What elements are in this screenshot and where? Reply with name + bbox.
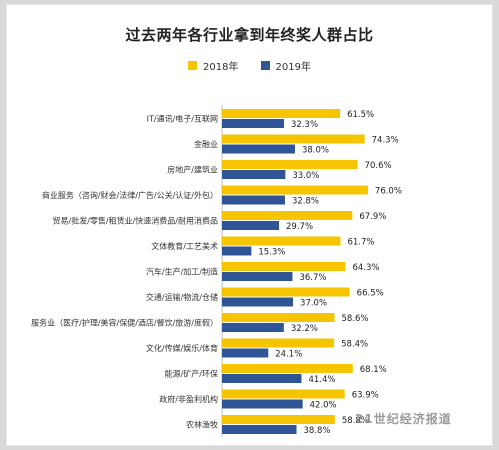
data-label-2018: 64.3% [352,263,379,273]
bar-2019 [222,374,302,383]
data-label-2018: 70.6% [365,161,392,171]
category-label: 政府/非盈利机构 [159,394,218,404]
bar-2018 [222,313,335,322]
category-label: 房地产/建筑业 [167,165,218,175]
data-label-2019: 33.0% [292,171,319,181]
bar-2019 [222,272,293,281]
legend-item-2018: 2018年 [188,58,239,73]
bar-2018 [222,211,353,220]
chart-legend: 2018年 2019年 [0,58,499,73]
data-label-2019: 32.3% [291,120,318,130]
data-label-2019: 36.7% [299,273,326,283]
data-label-2019: 37.0% [300,299,327,309]
bar-2018 [222,338,335,348]
category-label: 农林渔牧 [186,420,218,430]
bar-2019 [222,399,303,409]
bar-2018 [222,160,358,169]
category-label: 能源/矿产/环保 [165,369,218,379]
bar-2018 [222,389,345,399]
category-label: 交通/运输/物流/仓储 [146,292,218,302]
bar-2018 [222,364,353,373]
legend-item-2019: 2019年 [260,58,311,73]
data-label-2019: 24.1% [275,350,302,360]
data-label-2019: 41.4% [308,375,335,385]
data-label-2018: 68.1% [360,365,387,375]
data-label-2018: 76.0% [375,187,402,197]
data-label-2019: 32.8% [292,197,319,207]
bar-2019 [222,297,294,307]
data-label-2018: 74.3% [372,136,399,146]
category-label: 文体教育/工艺美术 [151,241,218,251]
data-label-2018: 61.7% [347,238,374,248]
data-label-2019: 15.3% [258,248,285,258]
data-label-2019: 42.0% [310,401,337,411]
data-label-2019: 32.2% [291,324,318,334]
bar-2018 [222,262,346,271]
bar-2018 [222,287,350,297]
data-label-2018: 58.4% [341,340,368,350]
bar-2019 [222,170,286,179]
data-label-2018: 63.9% [352,391,379,401]
bar-2018 [222,236,341,246]
category-label: 金融业 [194,139,218,149]
chart-title: 过去两年各行业拿到年终奖人群占比 [125,26,374,44]
bar-2019 [222,119,285,128]
bar-2019 [222,246,252,256]
bar-2019 [222,195,285,205]
data-label-2019: 29.7% [286,222,313,232]
bar-2019 [222,348,269,358]
legend-label-2018: 2018年 [203,62,239,73]
bar-2018 [222,415,335,424]
legend-label-2019: 2019年 [275,62,311,73]
data-label-2018: 66.5% [357,289,384,299]
data-label-2018: 58.6% [342,314,369,324]
bar-2019 [222,425,297,434]
bar-2019 [222,144,295,154]
bar-2019 [222,323,284,332]
data-label-2018: 58.8% [342,416,369,426]
data-label-2019: 38.8% [303,426,330,436]
watermark: 21世纪经济报道 [355,412,452,426]
category-label: 商业服务（咨询/财会/法律/广告/公关/认证/外包） [42,190,218,200]
legend-swatch-2018 [188,61,198,70]
category-label: IT/通讯/电子/互联网 [147,114,218,124]
data-label-2019: 38.0% [302,146,329,156]
bar-2019 [222,221,280,230]
legend-swatch-2019 [260,61,270,70]
category-label: 服务业（医疗/护理/美容/保健/酒店/餐饮/旅游/度假） [31,318,218,328]
bar-2018 [222,109,341,118]
data-label-2018: 61.5% [347,110,374,120]
data-label-2018: 67.9% [359,212,386,222]
bar-2018 [222,185,368,195]
category-label: 文化/传媒/娱乐/体育 [146,343,218,353]
bar-2018 [222,134,365,144]
category-label: 贸易/批发/零售/租赁业/快速消费品/耐用消费品 [53,216,218,226]
category-label: 汽车/生产/加工/制造 [146,267,218,277]
